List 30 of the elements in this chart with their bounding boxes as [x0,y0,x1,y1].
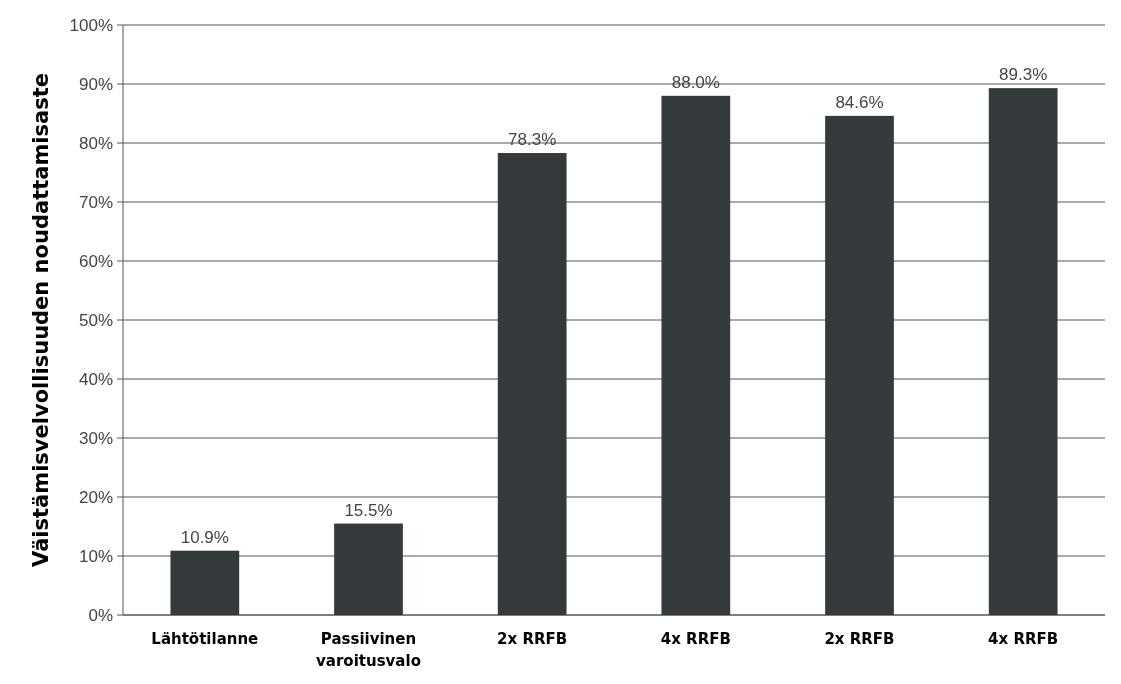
data-label: 15.5% [344,500,393,520]
data-label: 10.9% [180,527,229,547]
data-label: 89.3% [999,65,1048,85]
x-tick-label: 2x RRFB [497,630,568,648]
y-tick-label: 10% [78,546,113,566]
y-tick-label: 80% [78,133,113,153]
bar [334,523,403,615]
data-label: 88.0% [671,72,720,92]
bar [988,88,1058,615]
y-tick-label: 20% [78,487,113,507]
bar [661,95,731,615]
x-tick-label: Passiivinen varoitusvalo [316,630,421,670]
bar [825,115,894,615]
y-tick-label: 30% [78,428,113,448]
y-tick-label: 60% [78,251,113,271]
bar [170,550,240,615]
y-tick-label: 0% [88,605,113,625]
data-label: 78.3% [508,130,557,150]
x-tick-label: 4x RRFB [660,630,731,648]
bar [497,153,567,615]
y-tick-label: 50% [78,310,113,330]
y-tick-label: 40% [78,369,113,389]
y-tick-label: 100% [69,15,113,35]
x-tick-label: Lähtötilanne [151,630,259,648]
x-tick-label: 4x RRFB [988,630,1059,648]
y-tick-label: 90% [78,74,113,94]
y-tick-label: 70% [78,192,113,212]
x-tick-label: 2x RRFB [824,630,895,648]
data-label: 84.6% [835,92,884,112]
y-axis-title: Väistämisvelvollisuuden noudattamisaste [29,73,53,567]
